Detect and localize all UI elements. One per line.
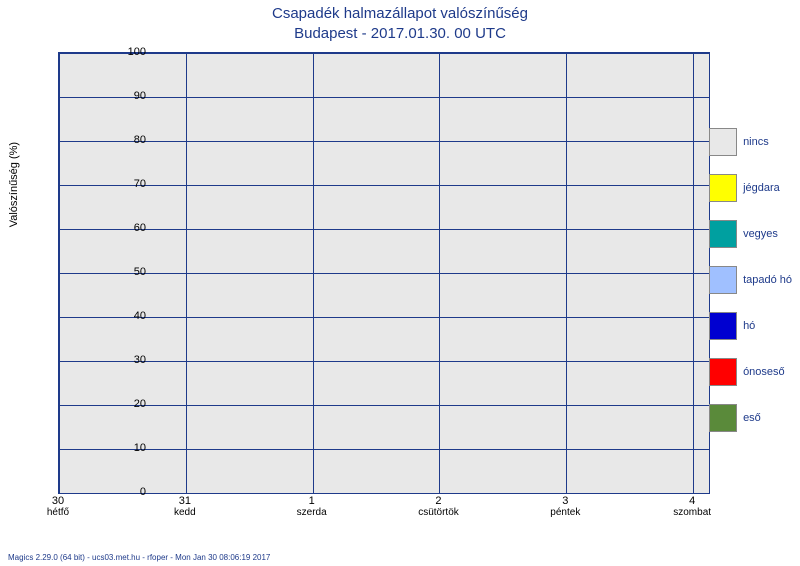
legend-item-nincs: nincs (709, 128, 792, 156)
legend-label: ónoseső (743, 366, 785, 378)
x-tick: 1szerda (297, 495, 327, 518)
legend-item-onoseso: ónoseső (709, 358, 792, 386)
legend-label: nincs (743, 136, 769, 148)
legend-swatch (709, 404, 737, 432)
x-tick: 3péntek (550, 495, 580, 518)
legend-item-eso: eső (709, 404, 792, 432)
legend-item-vegyes: vegyes (709, 220, 792, 248)
legend-item-jegdara: jégdara (709, 174, 792, 202)
x-tick: 4szombat (673, 495, 711, 518)
legend-label: hó (743, 320, 755, 332)
legend-label: jégdara (743, 182, 780, 194)
legend-label: vegyes (743, 228, 778, 240)
legend-item-ho: hó (709, 312, 792, 340)
title-line2: Budapest - 2017.01.30. 00 UTC (0, 24, 800, 44)
legend-item-tapado_ho: tapadó hó (709, 266, 792, 294)
legend-label: tapadó hó (743, 274, 792, 286)
legend-swatch (709, 174, 737, 202)
chart-title: Csapadék halmazállapot valószínűség Buda… (0, 0, 800, 43)
legend: nincs jégdara vegyes tapadó hó hó ónoseső eső (709, 128, 792, 450)
x-tick: 31kedd (174, 495, 196, 518)
x-tick: 2csütörtök (418, 495, 459, 518)
legend-swatch (709, 266, 737, 294)
legend-label: eső (743, 412, 761, 424)
credit-line: Magics 2.29.0 (64 bit) - ucs03.met.hu - … (8, 553, 270, 562)
plot-area (58, 52, 710, 494)
chart-container: Csapadék halmazállapot valószínűség Buda… (0, 0, 800, 566)
legend-swatch (709, 128, 737, 156)
x-tick: 30hétfő (47, 495, 69, 518)
title-line1: Csapadék halmazállapot valószínűség (0, 4, 800, 24)
legend-swatch (709, 312, 737, 340)
legend-swatch (709, 220, 737, 248)
legend-swatch (709, 358, 737, 386)
y-axis-label: Valószínűség (%) (8, 142, 20, 227)
